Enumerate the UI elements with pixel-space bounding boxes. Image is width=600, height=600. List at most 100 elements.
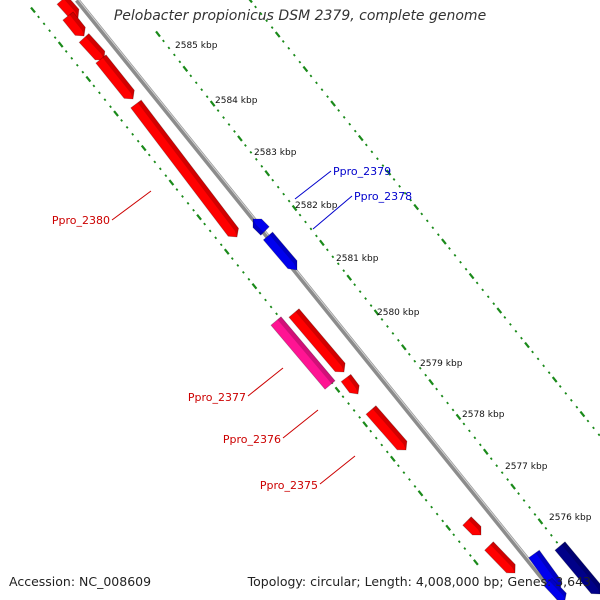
ruler-tick — [254, 157, 258, 161]
ruler-tick — [436, 233, 440, 237]
ruler-tick — [282, 192, 286, 196]
ruler-tick — [376, 157, 379, 161]
ruler-tick — [380, 318, 384, 321]
ruler-tick — [205, 95, 209, 99]
ruler-tick — [409, 198, 413, 202]
ruler-tick — [380, 443, 384, 447]
ruler-tick — [353, 283, 357, 287]
ruler-tick — [508, 322, 512, 326]
ruler-tick — [208, 229, 212, 233]
ruler-tick — [364, 297, 367, 300]
ruler-tick — [569, 398, 573, 402]
ruler-tick — [64, 50, 68, 53]
ruler-tick — [402, 471, 406, 475]
far-ruler — [248, 0, 600, 437]
gene-arrow-shade — [347, 374, 360, 394]
ruler-tick — [167, 46, 171, 50]
ruler-tick — [425, 219, 429, 223]
ruler-label: 2585 kbp — [175, 41, 218, 51]
ruler-tick — [249, 150, 253, 154]
ruler-tick — [455, 413, 462, 421]
ruler-tick — [287, 199, 291, 203]
ruler-tick — [291, 204, 298, 212]
gene-arrow-shade — [64, 0, 79, 18]
ruler-tick — [381, 164, 385, 168]
gene-arrow — [262, 231, 298, 271]
ruler-tick — [103, 98, 107, 102]
ruler-tick — [500, 471, 504, 475]
ruler-tick — [251, 282, 258, 290]
ruler-tick — [520, 336, 523, 340]
ruler-tick — [37, 15, 40, 19]
gene-arrow — [365, 405, 408, 451]
ruler-tick — [57, 41, 64, 48]
ruler-tick — [431, 226, 435, 230]
ruler-tick — [537, 518, 544, 525]
ruler-tick — [408, 478, 411, 481]
ruler-tick — [364, 143, 368, 147]
ruler-tick — [200, 88, 204, 92]
gene-arrow-shade — [372, 405, 407, 450]
ruler-tick — [549, 533, 553, 537]
ruler-tick — [48, 29, 51, 33]
ruler-tick — [113, 110, 119, 117]
ruler-tick — [542, 364, 546, 368]
ruler-tick — [473, 436, 477, 440]
ruler-tick — [168, 179, 175, 186]
ruler-tick — [413, 484, 417, 488]
ruler-tick — [342, 115, 346, 119]
ruler-tick — [448, 247, 451, 250]
ruler-tick — [298, 213, 302, 217]
ruler-tick — [315, 234, 318, 238]
ruler-label: 2582 kbp — [295, 201, 338, 211]
ruler-tick — [420, 212, 424, 216]
ruler-tick — [155, 30, 161, 38]
ruler-tick — [164, 174, 168, 178]
ruler-tick — [270, 26, 274, 30]
ruler-tick — [369, 304, 373, 307]
ruler-label: 2577 kbp — [505, 462, 548, 472]
ruler-tick — [544, 526, 548, 530]
ruler-tick — [334, 386, 341, 393]
ruler-tick — [417, 490, 424, 497]
ruler-tick — [216, 109, 220, 113]
ruler-tick — [396, 338, 400, 342]
ruler-tick — [298, 60, 302, 64]
ruler-tick — [162, 39, 165, 43]
gene-label: Ppro_2378 — [354, 190, 412, 203]
gene-label: Ppro_2376 — [223, 433, 281, 446]
ruler-tick — [346, 274, 353, 281]
ruler-tick — [302, 65, 309, 73]
gene-arrow-shade — [253, 219, 264, 236]
ruler-tick — [398, 184, 401, 188]
gene-arrow — [62, 11, 86, 37]
ruler-tick — [265, 19, 269, 23]
ruler-tick — [392, 178, 396, 181]
ruler-tick — [528, 506, 531, 509]
ruler-tick — [473, 559, 479, 566]
ruler-tick — [446, 401, 449, 405]
gene-label: Ppro_2380 — [52, 214, 110, 227]
gene-arrow-highlight — [270, 316, 336, 390]
ruler-tick — [342, 269, 346, 273]
labels: 2585 kbp 2584 kbp 2583 kbp 2582 kbp 2581 kbp… — [52, 41, 592, 523]
ruler-tick — [276, 185, 280, 189]
ruler-tick — [120, 119, 123, 122]
gene-arrow-shade — [561, 541, 600, 594]
ruler-tick — [237, 135, 243, 142]
gene-arrow-shade — [535, 550, 562, 590]
ruler-tick — [178, 60, 182, 64]
gene-arrow — [288, 308, 346, 373]
ruler-tick — [275, 312, 278, 316]
ruler-tick — [222, 116, 225, 119]
ruler-tick — [517, 492, 520, 495]
ruler-tick — [271, 178, 275, 182]
gene-arrow-shade — [269, 232, 297, 270]
gene-arrow — [78, 33, 106, 61]
ruler-tick — [230, 257, 234, 260]
ruler-tick — [158, 167, 162, 171]
ruler-tick — [357, 134, 364, 142]
ruler-tick — [579, 410, 586, 418]
ruler-tick — [536, 357, 540, 361]
